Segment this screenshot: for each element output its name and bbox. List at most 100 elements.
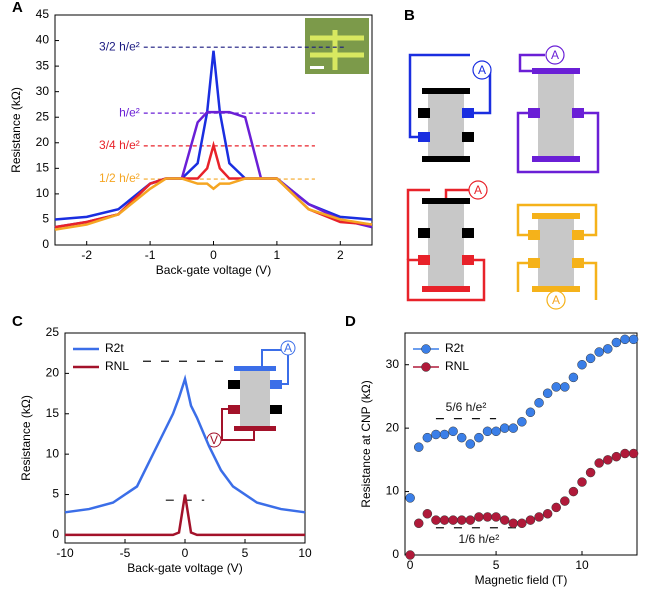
point (482, 426, 493, 437)
legend-swatch (421, 344, 431, 354)
y-tick-label: 15 (46, 406, 60, 420)
line (64, 374, 306, 514)
device (516, 203, 598, 310)
scale-bar (310, 66, 324, 69)
x-tick-label: 0 (210, 248, 217, 262)
point (499, 515, 510, 525)
point (585, 353, 596, 364)
point (431, 515, 441, 525)
point (422, 432, 433, 443)
point (568, 372, 579, 383)
line (54, 177, 373, 231)
y-tick-label: 10 (36, 186, 50, 200)
meter-label: A (551, 48, 559, 62)
inset-device (206, 340, 296, 448)
annotation: 1/6 h/e² (459, 532, 500, 546)
point (482, 512, 493, 522)
y-tick-label: 20 (46, 366, 60, 380)
y-tick-label: 5 (52, 487, 59, 501)
point (413, 518, 424, 529)
plot-frame (404, 332, 638, 556)
point (542, 388, 553, 399)
meter-label: V (210, 433, 218, 447)
y-tick-label: 35 (36, 58, 50, 72)
y-tick-label: 30 (386, 357, 400, 371)
point (491, 426, 501, 437)
y-tick-label: 0 (52, 527, 59, 541)
point (439, 429, 450, 440)
point (603, 344, 613, 354)
x-tick-label: -10 (56, 546, 74, 560)
annotation: h/e² (119, 105, 140, 119)
x-tick-label: 1 (274, 248, 281, 262)
panel-label: C (12, 313, 23, 330)
point (577, 359, 587, 370)
point (405, 550, 415, 560)
legend-label: R2t (445, 341, 464, 355)
point (542, 509, 553, 519)
meter-label: A (284, 341, 292, 355)
y-tick-label: 10 (386, 484, 400, 498)
line (54, 50, 373, 221)
point (456, 432, 467, 443)
meter-label: A (474, 183, 482, 197)
point (508, 423, 519, 433)
device (406, 180, 488, 302)
meter-label: A (552, 293, 560, 307)
meter-label: A (478, 63, 486, 77)
point (508, 518, 519, 529)
y-tick-label: 10 (46, 446, 60, 460)
point (534, 512, 544, 522)
y-axis-label: Resistance (kΩ) (9, 87, 23, 173)
y-tick-label: 15 (36, 161, 50, 175)
point (551, 382, 561, 392)
x-tick-label: -5 (120, 546, 131, 560)
point (620, 448, 630, 459)
point (517, 518, 527, 529)
point (465, 515, 476, 525)
x-tick-label: 10 (575, 558, 589, 572)
y-tick-label: 20 (36, 135, 50, 149)
point (620, 334, 630, 345)
point (628, 334, 639, 345)
point (611, 451, 622, 462)
point (448, 515, 458, 525)
point (499, 423, 510, 433)
x-tick-label: 2 (337, 248, 344, 262)
x-tick-label: -2 (81, 248, 92, 262)
point (465, 439, 476, 449)
point (474, 432, 484, 443)
y-tick-label: 40 (36, 33, 50, 47)
legend-label: RNL (445, 359, 469, 373)
point (456, 515, 467, 525)
point (491, 512, 501, 522)
y-tick-label: 0 (392, 547, 399, 561)
point (603, 455, 613, 465)
point (551, 502, 561, 513)
x-axis-label: Back-gate voltage (V) (127, 561, 242, 575)
legend-label: RNL (105, 359, 129, 373)
x-tick-label: 0 (407, 558, 414, 572)
point (439, 515, 450, 525)
x-axis-label: Back-gate voltage (V) (156, 263, 271, 277)
annotation: 1/2 h/e² (99, 171, 140, 185)
point (534, 398, 544, 408)
y-axis-label: Resistance (kΩ) (19, 395, 33, 481)
point (585, 467, 596, 478)
point (577, 477, 587, 487)
annotation: 5/6 h/e² (446, 400, 487, 414)
point (474, 512, 484, 522)
point (431, 429, 441, 440)
point (560, 382, 570, 392)
y-tick-label: 25 (46, 325, 60, 339)
point (611, 337, 622, 348)
point (568, 486, 579, 497)
point (448, 426, 458, 437)
x-tick-label: 0 (182, 546, 189, 560)
device (516, 45, 600, 174)
device (408, 53, 492, 162)
point (413, 442, 424, 452)
annotation: 3/4 h/e² (99, 138, 140, 152)
panel-label: B (404, 7, 415, 24)
y-tick-label: 0 (42, 237, 49, 251)
